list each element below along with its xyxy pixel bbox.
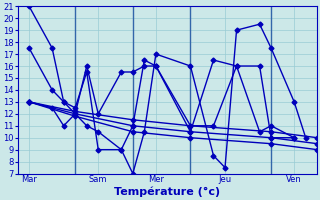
X-axis label: Température (°c): Température (°c) — [114, 187, 220, 197]
